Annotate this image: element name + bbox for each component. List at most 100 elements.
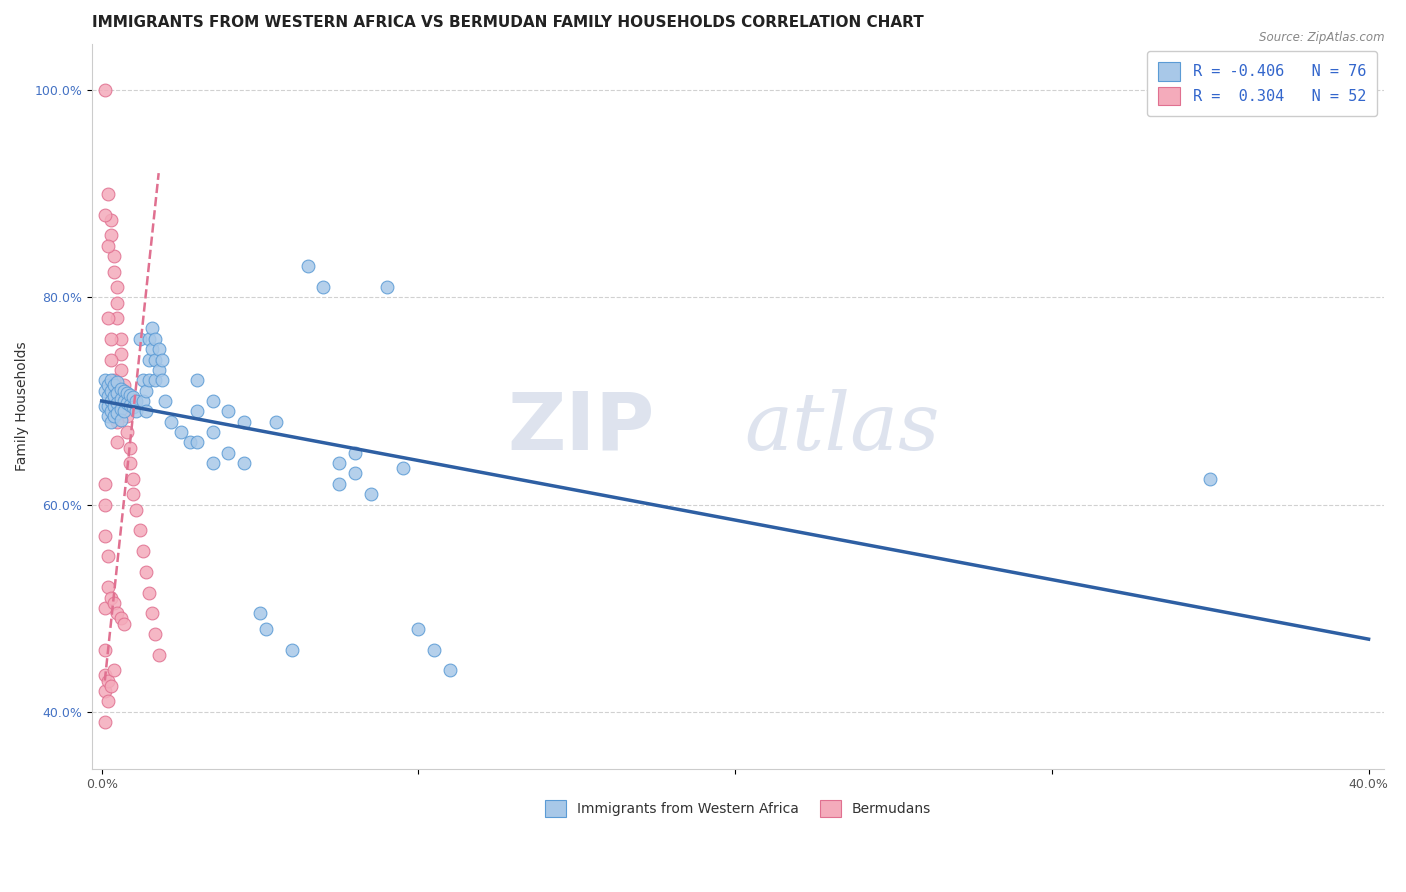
Point (107, 406, 129, 420)
Point (186, 404, 208, 418)
Point (120, 388, 142, 402)
Point (103, 373, 125, 387)
Point (375, 280, 398, 294)
Point (100, 352, 122, 367)
Point (122, 472, 145, 486)
Point (97, 378, 120, 392)
Point (107, 311, 129, 326)
Point (103, 389, 125, 403)
Point (150, 373, 173, 387)
Point (115, 425, 138, 439)
Point (132, 394, 155, 409)
Point (145, 332, 167, 346)
Point (312, 280, 335, 294)
Point (1199, 472, 1222, 486)
Point (328, 456, 350, 470)
Point (107, 376, 129, 390)
Point (132, 544, 155, 558)
Point (97, 580, 120, 594)
Text: IMMIGRANTS FROM WESTERN AFRICA VS BERMUDAN FAMILY HOUSEHOLDS CORRELATION CHART: IMMIGRANTS FROM WESTERN AFRICA VS BERMUD… (93, 15, 924, 30)
Point (138, 332, 160, 346)
Point (138, 585, 160, 599)
Point (110, 611, 132, 625)
Point (135, 404, 157, 418)
Point (94, 528, 117, 542)
Point (107, 280, 129, 294)
Point (120, 441, 142, 455)
Point (107, 396, 129, 410)
Point (100, 591, 122, 605)
Point (122, 390, 145, 404)
Point (115, 409, 138, 424)
Text: Source: ZipAtlas.com: Source: ZipAtlas.com (1260, 31, 1385, 45)
Point (107, 295, 129, 310)
Point (145, 352, 167, 367)
Text: atlas: atlas (744, 389, 939, 467)
Point (150, 352, 173, 367)
Point (132, 373, 155, 387)
Point (128, 524, 150, 538)
Point (97, 409, 120, 424)
Point (100, 679, 122, 693)
Point (103, 264, 125, 278)
Point (100, 404, 122, 418)
Point (94, 498, 117, 512)
Legend: Immigrants from Western Africa, Bermudans: Immigrants from Western Africa, Bermudan… (536, 790, 941, 827)
Point (112, 394, 135, 409)
Point (100, 394, 122, 409)
Point (94, 384, 117, 398)
Point (141, 321, 163, 335)
Point (201, 394, 224, 409)
Point (344, 446, 367, 460)
Point (110, 332, 132, 346)
Point (120, 456, 142, 470)
Point (100, 384, 122, 398)
Point (100, 373, 122, 387)
Point (100, 332, 122, 346)
Point (135, 384, 157, 398)
Point (344, 467, 367, 481)
Point (94, 83, 117, 97)
Point (186, 435, 208, 450)
Point (141, 607, 163, 621)
Point (103, 399, 125, 413)
Point (112, 404, 135, 418)
Point (97, 673, 120, 688)
Point (145, 627, 167, 641)
Point (107, 385, 129, 400)
Point (97, 549, 120, 564)
Point (148, 342, 170, 356)
Point (97, 389, 120, 403)
Point (107, 435, 129, 450)
Point (94, 642, 117, 657)
Point (112, 616, 135, 631)
Point (112, 384, 135, 398)
Point (217, 404, 239, 418)
Point (264, 415, 287, 429)
Point (148, 648, 170, 662)
Point (217, 446, 239, 460)
Point (360, 487, 382, 501)
Point (120, 398, 142, 412)
Point (201, 425, 224, 439)
Point (97, 311, 120, 326)
Point (107, 415, 129, 429)
Point (280, 642, 302, 657)
Point (110, 392, 132, 406)
Point (141, 342, 163, 356)
Point (97, 238, 120, 252)
Point (201, 456, 224, 470)
Point (94, 373, 117, 387)
Point (135, 565, 157, 579)
Point (100, 212, 122, 227)
Point (115, 385, 138, 400)
Point (103, 596, 125, 610)
Point (170, 425, 193, 439)
Point (391, 461, 413, 475)
Point (233, 415, 256, 429)
Point (94, 668, 117, 682)
Point (115, 396, 138, 410)
Point (122, 400, 145, 414)
Point (97, 186, 120, 201)
Point (186, 373, 208, 387)
